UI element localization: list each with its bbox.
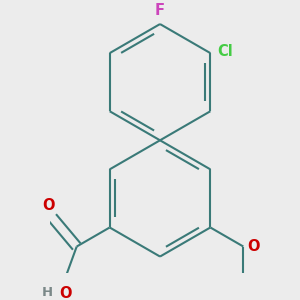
Text: O: O — [42, 198, 55, 213]
Text: Cl: Cl — [218, 44, 233, 59]
Text: O: O — [59, 286, 72, 300]
Text: H: H — [42, 286, 53, 299]
Text: O: O — [247, 239, 260, 254]
Text: F: F — [155, 3, 165, 18]
